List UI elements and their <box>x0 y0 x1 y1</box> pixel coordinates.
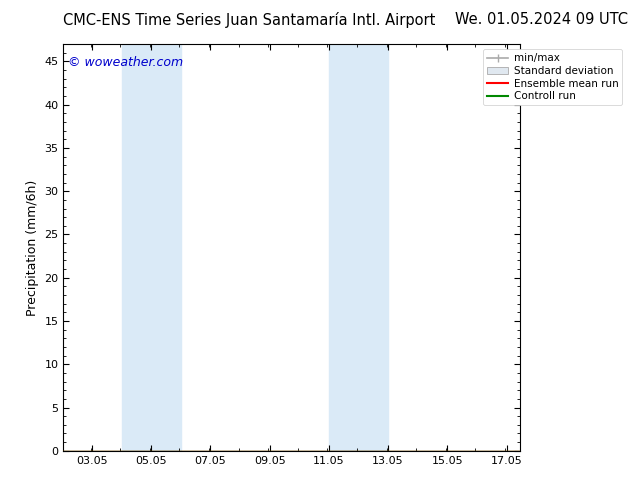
Bar <box>329 44 388 451</box>
Legend: min/max, Standard deviation, Ensemble mean run, Controll run: min/max, Standard deviation, Ensemble me… <box>483 49 623 105</box>
Text: CMC-ENS Time Series Juan Santamaría Intl. Airport: CMC-ENS Time Series Juan Santamaría Intl… <box>63 12 436 28</box>
Y-axis label: Precipitation (mm/6h): Precipitation (mm/6h) <box>26 179 39 316</box>
Bar <box>122 44 181 451</box>
Text: We. 01.05.2024 09 UTC: We. 01.05.2024 09 UTC <box>455 12 628 27</box>
Text: © woweather.com: © woweather.com <box>68 56 183 69</box>
